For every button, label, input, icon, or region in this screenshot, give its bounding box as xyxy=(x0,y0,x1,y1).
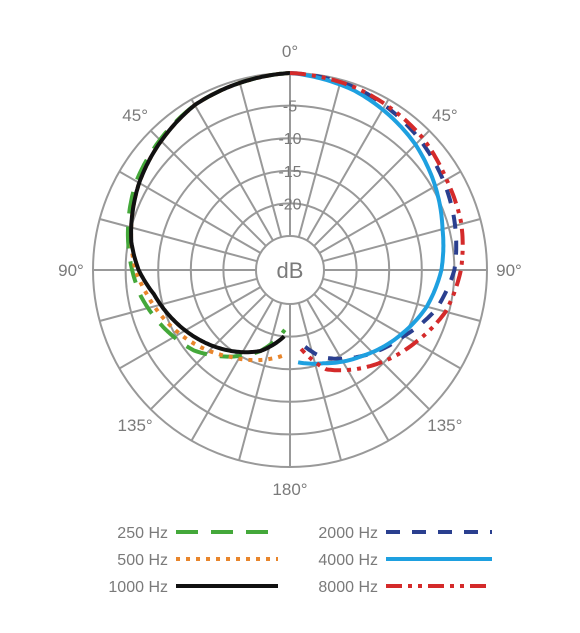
curve-1000hz xyxy=(129,71,291,355)
grid-spoke xyxy=(149,293,267,411)
grid-spoke xyxy=(318,286,462,370)
chart-labels: 0° 45° 90° 135° 180° 135° 90° 45° -5 -10 -15 -20 dB xyxy=(58,42,522,499)
radial-tick-label: -5 xyxy=(283,99,297,116)
grid-spoke xyxy=(190,98,274,242)
legend-label: 1000 Hz xyxy=(108,579,168,596)
angle-label: 135° xyxy=(427,416,462,435)
grid-spoke xyxy=(118,286,262,370)
curve-500hz xyxy=(129,71,291,363)
grid-spoke xyxy=(190,298,274,442)
angle-label: 135° xyxy=(118,416,153,435)
angle-label: 90° xyxy=(496,261,522,280)
grid-spoke xyxy=(313,129,431,247)
grid-spoke xyxy=(238,302,283,461)
curve-4000hz xyxy=(289,71,446,366)
angle-label: 0° xyxy=(282,42,298,61)
radial-tick-label: -10 xyxy=(278,131,301,148)
center-label: dB xyxy=(277,258,304,283)
grid-spoke xyxy=(238,79,283,238)
grid-spoke xyxy=(322,277,481,322)
angle-label: 180° xyxy=(272,480,307,499)
grid-spoke xyxy=(149,129,267,247)
angle-label: 90° xyxy=(58,261,84,280)
grid-spoke xyxy=(99,277,258,322)
grid-spoke xyxy=(297,79,342,238)
curve-8000hz xyxy=(289,71,465,373)
legend: 250 Hz 500 Hz 1000 Hz 2000 Hz 4000 Hz 8000 Hz xyxy=(108,525,492,596)
legend-label: 500 Hz xyxy=(117,552,168,569)
grid-spoke xyxy=(318,170,462,254)
legend-label: 250 Hz xyxy=(117,525,168,542)
radial-tick-label: -20 xyxy=(278,196,301,213)
legend-label: 4000 Hz xyxy=(318,552,378,569)
legend-label: 8000 Hz xyxy=(318,579,378,596)
radial-tick-label: -15 xyxy=(278,164,301,181)
frequency-curves xyxy=(125,71,465,373)
legend-label: 2000 Hz xyxy=(318,525,378,542)
grid-spoke xyxy=(118,170,262,254)
angle-label: 45° xyxy=(432,106,458,125)
grid-spoke xyxy=(99,218,258,263)
angle-label: 45° xyxy=(122,106,148,125)
grid-spoke xyxy=(297,302,342,461)
grid-spoke xyxy=(306,98,390,242)
